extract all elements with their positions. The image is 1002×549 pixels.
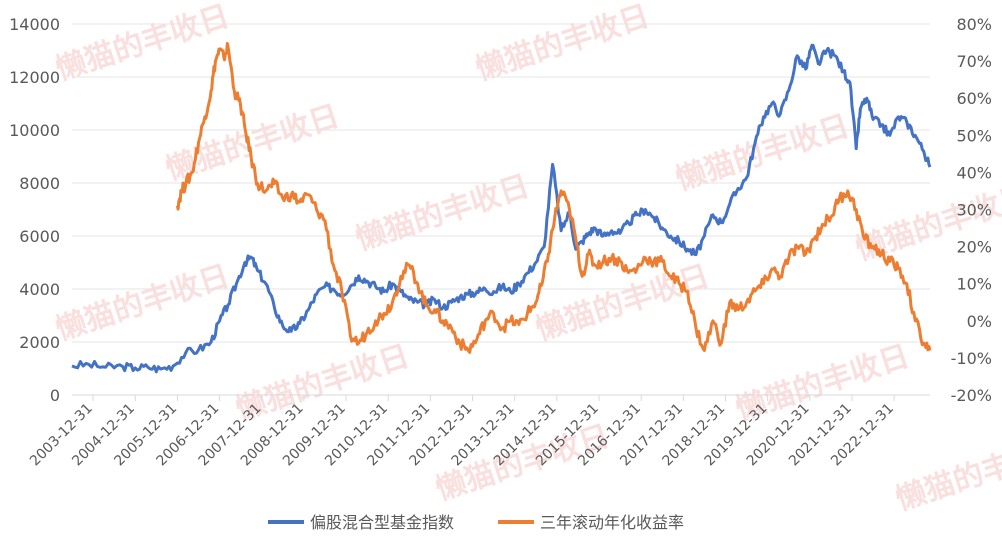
series-line-1 [177, 44, 930, 353]
watermark-text: 懒猫的丰收日 [352, 169, 534, 258]
legend: 偏股混合型基金指数 三年滚动年化收益率 [268, 513, 684, 532]
watermark-text: 懒猫的丰收日 [472, 0, 654, 88]
watermark-text: 懒猫的丰收日 [52, 0, 234, 88]
left-y-axis: 0 2000 4000 6000 8000 10000 12000 14000 [9, 15, 60, 405]
watermark-text: 懒猫的丰收日 [892, 429, 1002, 518]
left-y-tick-label: 8000 [19, 174, 60, 193]
right-y-tick-label: 80% [956, 15, 992, 34]
watermark-text: 懒猫的丰收日 [52, 259, 234, 348]
left-y-tick-label: 6000 [19, 227, 60, 246]
legend-label: 偏股混合型基金指数 [310, 513, 454, 532]
left-y-tick-label: 10000 [9, 121, 60, 140]
left-y-tick-label: 12000 [9, 68, 60, 87]
left-y-tick-label: 0 [50, 386, 60, 405]
right-y-tick-label: -10% [951, 349, 992, 368]
right-y-tick-label: -20% [951, 386, 992, 405]
right-y-tick-label: 0% [967, 312, 992, 331]
right-y-tick-label: 20% [956, 238, 992, 257]
right-y-tick-label: 10% [956, 275, 992, 294]
left-y-tick-label: 2000 [19, 333, 60, 352]
legend-label: 三年滚动年化收益率 [540, 513, 684, 532]
watermark-text: 懒猫的丰收日 [532, 259, 714, 348]
right-y-tick-label: 60% [956, 89, 992, 108]
left-y-tick-label: 14000 [9, 15, 60, 34]
right-y-tick-label: 70% [956, 52, 992, 71]
right-y-axis: -20% -10% 0% 10% 20% 30% 40% 50% 60% 70% 80% [951, 15, 992, 405]
right-y-tick-label: 30% [956, 201, 992, 220]
left-y-tick-label: 4000 [19, 280, 60, 299]
right-y-tick-label: 40% [956, 163, 992, 182]
right-y-tick-label: 50% [956, 126, 992, 145]
